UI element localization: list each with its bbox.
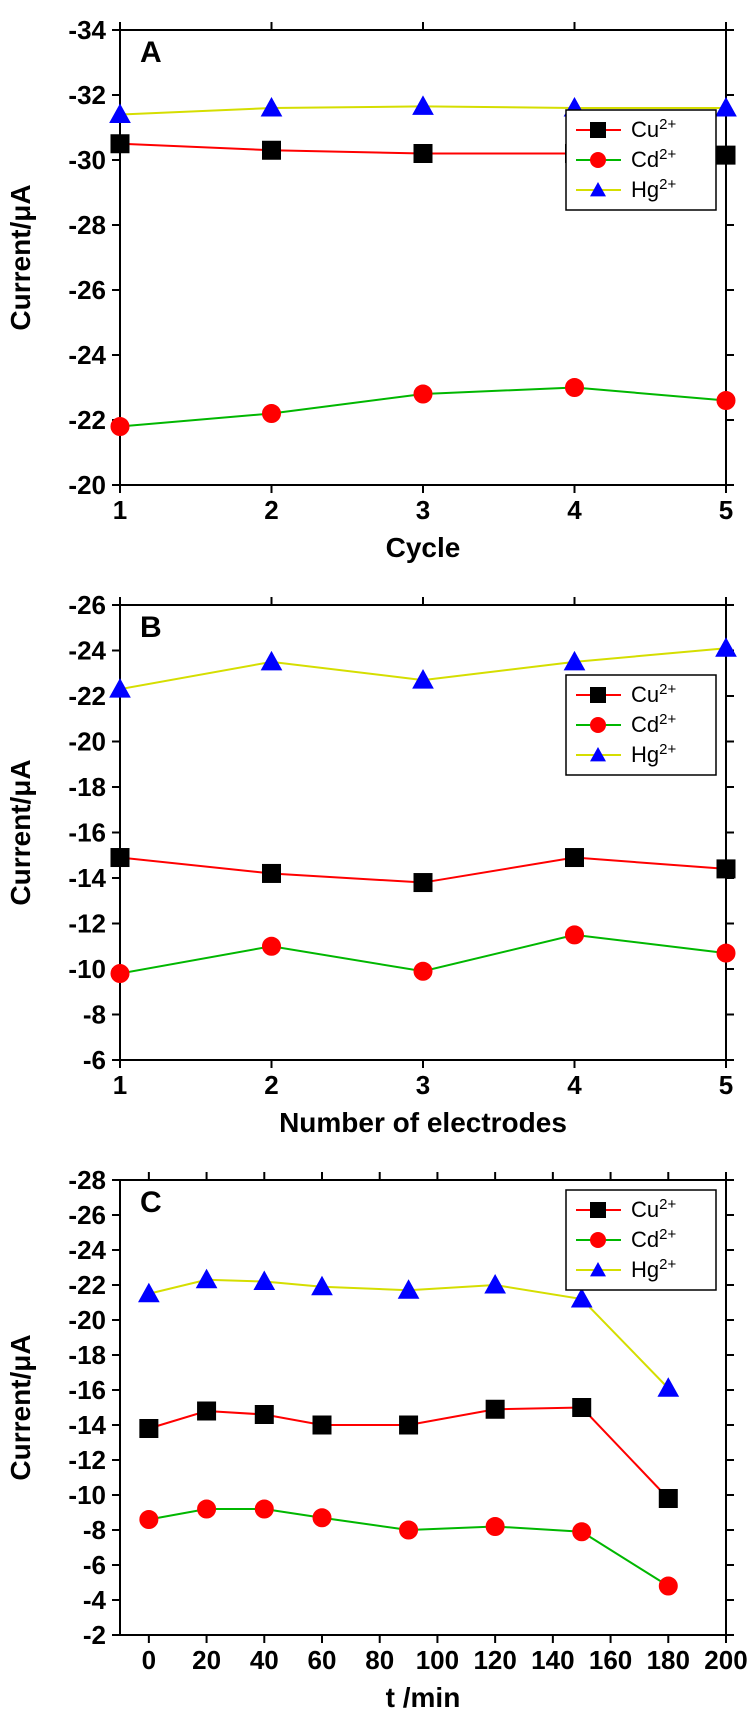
svg-text:1: 1 bbox=[113, 495, 127, 525]
svg-text:160: 160 bbox=[589, 1645, 632, 1675]
svg-text:B: B bbox=[140, 611, 162, 644]
svg-text:-18: -18 bbox=[68, 1340, 106, 1370]
svg-text:40: 40 bbox=[250, 1645, 279, 1675]
svg-text:4: 4 bbox=[567, 495, 582, 525]
svg-text:2: 2 bbox=[264, 495, 278, 525]
svg-text:4: 4 bbox=[567, 1070, 582, 1100]
figure-container: 12345-20-22-24-26-28-30-32-34CycleCurren… bbox=[0, 0, 756, 1725]
svg-text:Number of electrodes: Number of electrodes bbox=[279, 1107, 567, 1138]
chart-b-svg: 1 2 3 4 5 -6 -8 -10 -12 -14 -16 -18 -20 -22 -24 -26 Numb… bbox=[0, 575, 756, 1150]
svg-text:0: 0 bbox=[142, 1645, 156, 1675]
svg-text:Current/μA: Current/μA bbox=[5, 1334, 36, 1480]
panel-b: 1 2 3 4 5 -6 -8 -10 -12 -14 -16 -18 -20 -22 -24 -26 Numb… bbox=[0, 575, 756, 1150]
svg-text:-26: -26 bbox=[68, 1200, 106, 1230]
svg-text:-14: -14 bbox=[68, 863, 106, 893]
svg-text:60: 60 bbox=[308, 1645, 337, 1675]
svg-text:-4: -4 bbox=[83, 1585, 107, 1615]
svg-text:-24: -24 bbox=[68, 636, 106, 666]
svg-text:3: 3 bbox=[416, 1070, 430, 1100]
svg-text:-28: -28 bbox=[68, 1165, 106, 1195]
chart-c-svg: 0 20 40 60 80 100 120 140 160 180 200 -2 -4 -6 -8 -10 -1… bbox=[0, 1150, 756, 1725]
svg-text:C: C bbox=[140, 1186, 162, 1219]
svg-text:20: 20 bbox=[192, 1645, 221, 1675]
svg-text:-8: -8 bbox=[83, 1515, 106, 1545]
svg-text:Current/μA: Current/μA bbox=[5, 184, 36, 330]
svg-text:-20: -20 bbox=[68, 1305, 106, 1335]
svg-text:-30: -30 bbox=[68, 145, 106, 175]
svg-text:-32: -32 bbox=[68, 80, 106, 110]
svg-text:-6: -6 bbox=[83, 1045, 106, 1075]
svg-text:-10: -10 bbox=[68, 1480, 106, 1510]
svg-text:5: 5 bbox=[719, 1070, 733, 1100]
svg-text:-10: -10 bbox=[68, 954, 106, 984]
svg-text:-12: -12 bbox=[68, 909, 106, 939]
svg-text:-24: -24 bbox=[68, 340, 106, 370]
svg-text:-22: -22 bbox=[68, 405, 106, 435]
svg-text:180: 180 bbox=[647, 1645, 690, 1675]
svg-text:-16: -16 bbox=[68, 1375, 106, 1405]
svg-text:-26: -26 bbox=[68, 275, 106, 305]
svg-text:3: 3 bbox=[416, 495, 430, 525]
svg-text:-16: -16 bbox=[68, 818, 106, 848]
panel-a: 1 2 3 4 5 -20 -22 -24 -26 -28 -30 -32 -34 Cycle Curren… bbox=[0, 0, 756, 575]
svg-text:-22: -22 bbox=[68, 681, 106, 711]
svg-text:-20: -20 bbox=[68, 727, 106, 757]
svg-text:200: 200 bbox=[704, 1645, 747, 1675]
svg-text:t /min: t /min bbox=[386, 1682, 461, 1713]
svg-text:Cycle: Cycle bbox=[386, 532, 461, 563]
chart-a-svg: 1 2 3 4 5 -20 -22 -24 -26 -28 -30 -32 -34 Cycle Curren… bbox=[0, 0, 756, 575]
svg-text:1: 1 bbox=[113, 1070, 127, 1100]
svg-text:-8: -8 bbox=[83, 1000, 106, 1030]
svg-text:-26: -26 bbox=[68, 590, 106, 620]
svg-text:-12: -12 bbox=[68, 1445, 106, 1475]
svg-text:-24: -24 bbox=[68, 1235, 106, 1265]
svg-text:-18: -18 bbox=[68, 772, 106, 802]
svg-text:2: 2 bbox=[264, 1070, 278, 1100]
svg-text:-22: -22 bbox=[68, 1270, 106, 1300]
svg-text:5: 5 bbox=[719, 495, 733, 525]
svg-text:Current/μA: Current/μA bbox=[5, 759, 36, 905]
svg-text:-6: -6 bbox=[83, 1550, 106, 1580]
svg-text:A: A bbox=[140, 36, 162, 69]
svg-text:100: 100 bbox=[416, 1645, 459, 1675]
svg-text:-14: -14 bbox=[68, 1410, 106, 1440]
svg-text:-2: -2 bbox=[83, 1620, 106, 1650]
svg-text:-28: -28 bbox=[68, 210, 106, 240]
panel-c: 0 20 40 60 80 100 120 140 160 180 200 -2 -4 -6 -8 -10 -1… bbox=[0, 1150, 756, 1725]
svg-text:-20: -20 bbox=[68, 470, 106, 500]
svg-text:140: 140 bbox=[531, 1645, 574, 1675]
svg-text:120: 120 bbox=[473, 1645, 516, 1675]
svg-text:80: 80 bbox=[365, 1645, 394, 1675]
svg-text:-34: -34 bbox=[68, 15, 106, 45]
